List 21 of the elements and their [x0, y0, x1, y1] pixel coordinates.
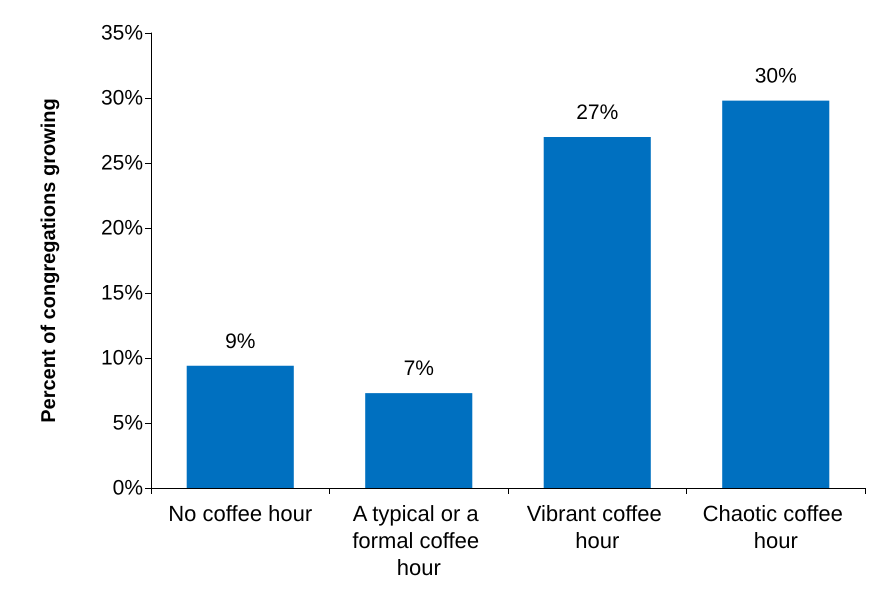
- data-label: 9%: [225, 330, 256, 353]
- bar: [365, 393, 472, 488]
- x-tick-label: A typical or a formal coffee hour: [352, 501, 486, 580]
- y-tick-label: 25%: [100, 152, 143, 174]
- y-tick-label: 5%: [112, 412, 143, 434]
- y-tick-label: 15%: [100, 282, 143, 304]
- data-label: 7%: [404, 357, 434, 380]
- x-tick-label: Vibrant coffee hour: [526, 501, 668, 553]
- y-tick-label: 30%: [100, 86, 143, 110]
- y-tick-label: 20%: [100, 216, 143, 240]
- y-tick-label: 0%: [112, 476, 143, 500]
- x-tick-label: Chaotic coffee hour: [702, 501, 849, 553]
- y-tick-label: 10%: [100, 346, 143, 370]
- y-axis-title: Percent of congregations growing: [38, 98, 60, 423]
- bar: [186, 366, 294, 488]
- x-tick-label: No coffee hour: [168, 501, 312, 526]
- data-label: 30%: [754, 64, 797, 88]
- data-label: 27%: [576, 101, 618, 124]
- bar: [722, 100, 830, 488]
- y-tick-label: 35%: [100, 22, 143, 44]
- bar: [544, 137, 651, 488]
